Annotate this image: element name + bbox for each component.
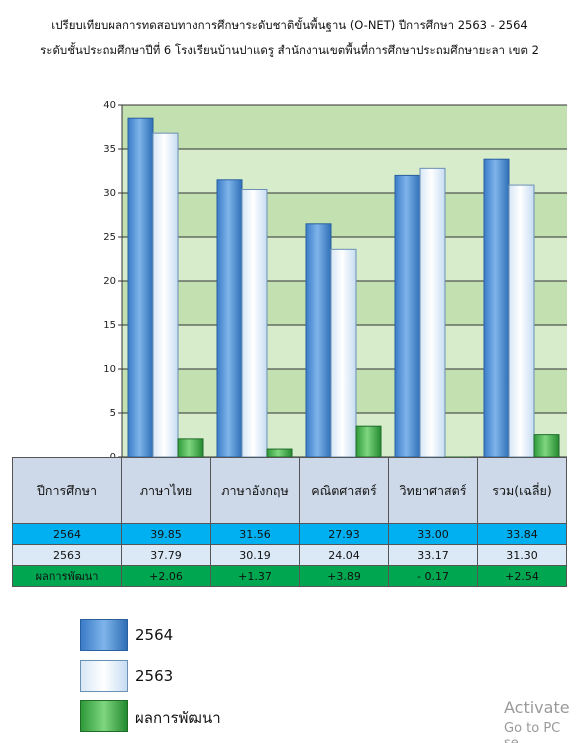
table-cell: 24.04 (299, 544, 389, 566)
bar-development (177, 438, 204, 458)
table-row: 2564 39.85 31.56 27.93 33.00 33.84 (12, 523, 567, 545)
row-label: ผลการพัฒนา (12, 565, 122, 587)
table-cell: 37.79 (121, 544, 211, 566)
header-english: ภาษาอังกฤษ (210, 457, 300, 524)
header-math: คณิตศาสตร์ (299, 457, 389, 524)
y-tick-label: 15 (103, 320, 116, 331)
table-cell: 31.56 (210, 523, 300, 545)
y-tick-label: 20 (103, 276, 116, 287)
bar-2563 (241, 188, 268, 458)
bar-development (266, 448, 293, 458)
bar-2563 (419, 167, 446, 458)
chart-title-line1: เปรียบเทียบผลการทดสอบทางการศึกษาระดับชาต… (51, 18, 528, 32)
table-cell: 31.30 (477, 544, 567, 566)
table-cell: +2.54 (477, 565, 567, 587)
table-cell: +3.89 (299, 565, 389, 587)
bar-2564 (216, 179, 243, 458)
table-cell: +2.06 (121, 565, 211, 587)
y-tick-label: 25 (103, 232, 116, 243)
plot-band (122, 105, 567, 149)
legend-swatch-development (80, 700, 128, 732)
y-tick-label: 35 (103, 144, 116, 155)
legend-swatch-2563 (80, 660, 128, 692)
table-cell: +1.37 (210, 565, 300, 587)
table-cell: 33.17 (388, 544, 478, 566)
y-tick-label: 30 (103, 188, 116, 199)
table-cell: 39.85 (121, 523, 211, 545)
y-tick-label: 40 (103, 100, 116, 111)
bar-2563 (152, 132, 179, 458)
watermark-line1: Activate (504, 698, 570, 717)
bar-development (355, 425, 382, 458)
bar-2564 (305, 223, 332, 458)
chart-title-line2: ระดับชั้นประถมศึกษาปีที่ 6 โรงเรียนบ้านป… (40, 43, 539, 57)
table-cell: 33.84 (477, 523, 567, 545)
table-cell: 27.93 (299, 523, 389, 545)
table-cell: 30.19 (210, 544, 300, 566)
bar-2563 (330, 248, 357, 458)
bar-2564 (483, 158, 510, 458)
legend-label-development: ผลการพัฒนา (135, 709, 221, 727)
data-table: ปีการศึกษา ภาษาไทย ภาษาอังกฤษ คณิตศาสตร์… (12, 457, 567, 587)
header-thai: ภาษาไทย (121, 457, 211, 524)
table-cell: 33.00 (388, 523, 478, 545)
bar-2564 (127, 117, 154, 458)
watermark-line2: Go to PC se (504, 721, 561, 743)
row-label: 2563 (12, 544, 122, 566)
bar-2564 (394, 174, 421, 458)
legend-label-2563: 2563 (135, 667, 174, 685)
legend-swatch-2564 (80, 619, 128, 651)
bar-2563 (508, 184, 535, 458)
bar-development (533, 434, 560, 458)
table-header-row: ปีการศึกษา ภาษาไทย ภาษาอังกฤษ คณิตศาสตร์… (12, 457, 567, 524)
y-tick-label: 5 (110, 408, 116, 419)
header-science: วิทยาศาสตร์ (388, 457, 478, 524)
header-average: รวม(เฉลี่ย) (477, 457, 567, 524)
table-row: 2563 37.79 30.19 24.04 33.17 31.30 (12, 544, 567, 566)
y-tick-label: 10 (103, 364, 116, 375)
table-row: ผลการพัฒนา +2.06 +1.37 +3.89 - 0.17 +2.5… (12, 565, 567, 587)
row-label: 2564 (12, 523, 122, 545)
table-cell: - 0.17 (388, 565, 478, 587)
header-year: ปีการศึกษา (12, 457, 122, 524)
legend-label-2564: 2564 (135, 626, 174, 644)
